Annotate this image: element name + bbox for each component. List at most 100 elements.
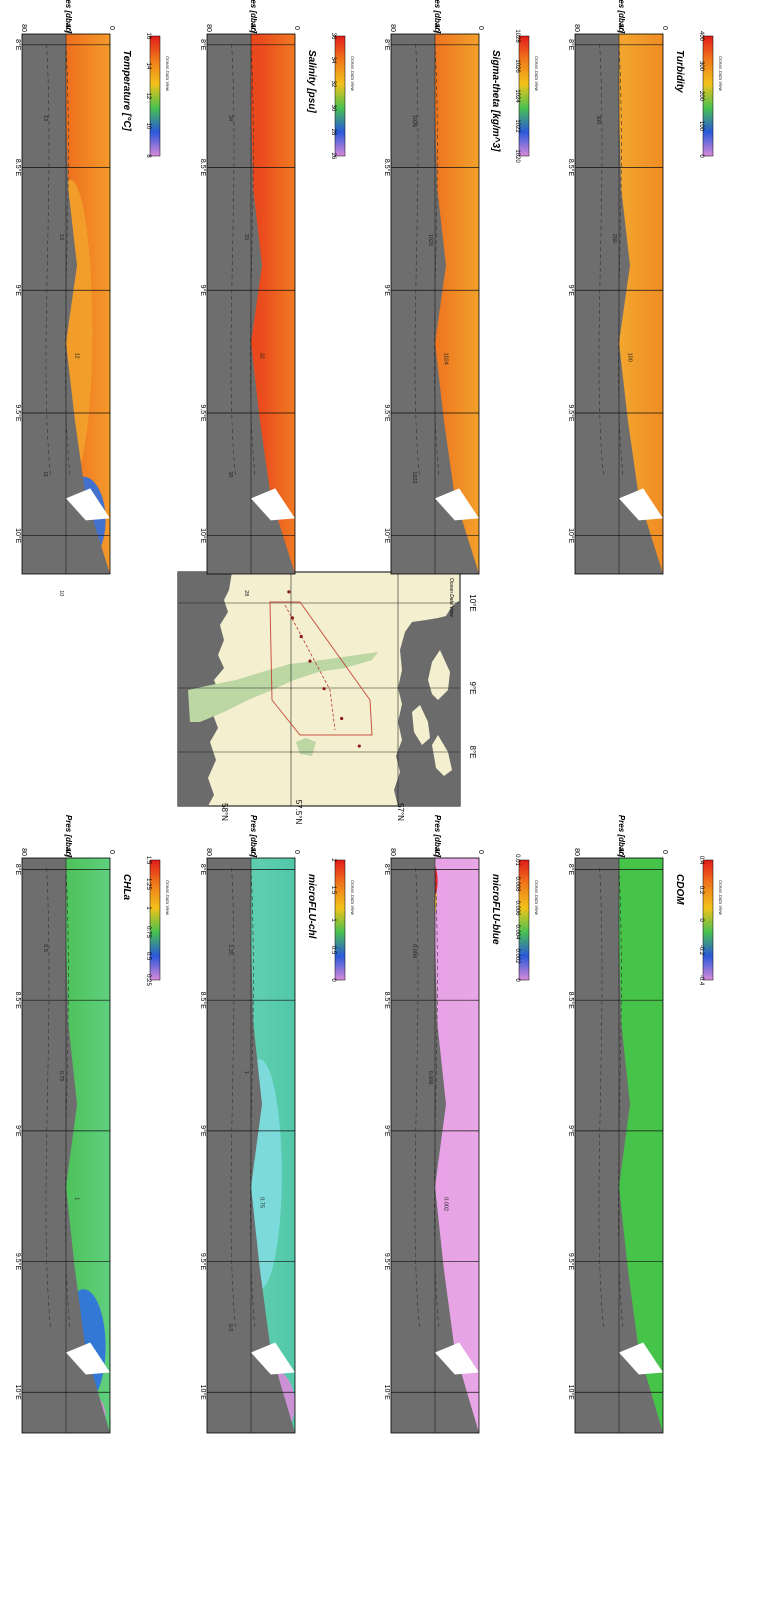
plot-frame bbox=[574, 857, 664, 1434]
colorbar-tick-label: 0 bbox=[698, 154, 704, 158]
colorbar-tick-label: 1024 bbox=[514, 89, 520, 103]
tick-label-lon: 8.5°E bbox=[567, 992, 575, 1010]
colorbar-tick-label: 0.25 bbox=[145, 974, 151, 986]
tick-label-pres: 40 bbox=[249, 848, 256, 856]
colorbar-tick-label: 0 bbox=[330, 978, 336, 982]
tick-label-lon: 9°E bbox=[383, 285, 391, 297]
colorbar-tick-label: 400 bbox=[698, 31, 704, 42]
colorbar-tick-label: 36 bbox=[330, 33, 336, 40]
tick-label-pres: 40 bbox=[433, 24, 440, 32]
lon-label-9E: 9°E bbox=[468, 682, 477, 695]
tick-label-lon: 9.5°E bbox=[567, 1253, 575, 1271]
tick-label-lon: 8°E bbox=[199, 864, 207, 876]
tick-label-lon: 9.5°E bbox=[199, 1253, 207, 1271]
station-marker bbox=[357, 744, 361, 748]
tick-label-lon: 9°E bbox=[14, 285, 22, 297]
panel-title: Turbidity bbox=[674, 50, 685, 93]
tick-label-lon: 8°E bbox=[14, 39, 22, 51]
plot-frame bbox=[574, 33, 664, 575]
watermark: Ocean Data View bbox=[165, 56, 170, 92]
data-gap-microflu_chl bbox=[251, 1342, 295, 1375]
contour-label: 28 bbox=[243, 590, 249, 596]
watermark: Ocean Data View bbox=[534, 880, 539, 916]
colorbar-tick-label: 0.006 bbox=[514, 900, 520, 916]
plot-frame bbox=[390, 33, 480, 575]
panel-chla: 8°E 8.5°E 9°E 9.5°E 10°E 0 40 80 Pres [dbar] CHLa… bbox=[14, 815, 170, 1434]
tick-label-lon: 9°E bbox=[383, 1125, 391, 1137]
tick-label-pres: 0 bbox=[477, 26, 484, 30]
colorbar-tick-label: 1020 bbox=[514, 149, 520, 163]
colorbar-tick-label: 0.75 bbox=[145, 926, 151, 938]
data-gap-microflu_blue bbox=[435, 1342, 479, 1375]
contour-label: 1026 bbox=[411, 115, 417, 127]
plot-frame bbox=[390, 857, 480, 1434]
panel-salinity: 8°E 8.5°E 9°E 9.5°E 10°E 0 40 80 Pres [dbar] Sali… bbox=[199, 0, 355, 596]
contour-label: 0.004 bbox=[411, 944, 417, 958]
colorbar-tick-label: 8 bbox=[145, 154, 151, 158]
tick-label-lon: 9.5°E bbox=[383, 1253, 391, 1271]
station-marker bbox=[290, 616, 294, 620]
colorbar-tick-label: 0.4 bbox=[698, 856, 704, 865]
colorbar-tick-label: 0.01 bbox=[514, 854, 520, 866]
colorbar-tick-label: 1022 bbox=[514, 119, 520, 133]
tick-label-lon: 8°E bbox=[383, 864, 391, 876]
contour-label: 1022 bbox=[411, 471, 417, 483]
contour-label: 11 bbox=[42, 471, 48, 477]
tick-label-lon: 9.5°E bbox=[14, 1253, 22, 1271]
tick-label-pres: 0 bbox=[477, 850, 484, 854]
station-marker bbox=[287, 590, 291, 594]
tick-label-pres: 40 bbox=[433, 848, 440, 856]
tick-label-lon: 9°E bbox=[199, 1125, 207, 1137]
tick-label-lon: 8.5°E bbox=[199, 159, 207, 177]
panel-title: CHLa bbox=[121, 874, 132, 901]
colorbar-tick-label: 1 bbox=[330, 918, 336, 922]
colorbar-tick-label: 10 bbox=[145, 123, 151, 130]
tick-label-pres: 0 bbox=[108, 26, 115, 30]
contour-line bbox=[598, 867, 604, 1330]
tick-label-pres: 80 bbox=[573, 848, 580, 856]
tick-label-pres: 0 bbox=[293, 850, 300, 854]
transect-line bbox=[284, 604, 336, 731]
data-gap-sigma_theta bbox=[435, 488, 479, 521]
tick-label-lon: 8.5°E bbox=[567, 159, 575, 177]
contour-line bbox=[434, 867, 440, 1330]
colorbar bbox=[702, 859, 714, 981]
panel-title: microFLU-blue bbox=[490, 874, 501, 945]
colorbar-tick-label: 2 bbox=[330, 858, 336, 862]
colorbar-tick-label: 34 bbox=[330, 57, 336, 64]
tick-label-lon: 8°E bbox=[567, 39, 575, 51]
tick-label-lon: 8.5°E bbox=[14, 159, 22, 177]
colorbar-tick-label: 1028 bbox=[514, 29, 520, 43]
tick-label-lon: 8.5°E bbox=[383, 992, 391, 1010]
tick-label-pres: 0 bbox=[661, 850, 668, 854]
colorbar-tick-label: 32 bbox=[330, 81, 336, 88]
colorbar bbox=[702, 35, 714, 157]
tick-label-lon: 10°E bbox=[14, 1385, 22, 1401]
contour-line bbox=[414, 867, 420, 1330]
tick-label-lon: 10°E bbox=[199, 528, 207, 544]
colorbar-tick-label: 0.5 bbox=[330, 946, 336, 955]
tick-label-pres: 40 bbox=[249, 24, 256, 32]
colorbar-tick-label: 0.2 bbox=[698, 886, 704, 895]
panel-microflu_blue: 8°E 8.5°E 9°E 9.5°E 10°E 0 40 80 Pres [dbar] micr… bbox=[383, 815, 539, 1434]
panel-cdom: 8°E 8.5°E 9°E 9.5°E 10°E 0 40 80 Pres [dbar] CDOM… bbox=[567, 815, 723, 1434]
watermark: Ocean Data View bbox=[718, 56, 723, 92]
plot-frame bbox=[206, 33, 296, 575]
tick-label-pres: 0 bbox=[293, 26, 300, 30]
contour-label: 100 bbox=[627, 353, 633, 362]
shallow-patch bbox=[296, 738, 316, 756]
contour-label: 10 bbox=[58, 590, 64, 596]
panel-temperature: 8°E 8.5°E 9°E 9.5°E 10°E 0 40 80 Pres [dbar] Temp… bbox=[14, 0, 170, 596]
tick-label-lon: 8.5°E bbox=[383, 159, 391, 177]
colorbar-tick-label: 28 bbox=[330, 129, 336, 136]
shallow-bank bbox=[188, 652, 378, 722]
tick-label-lon: 10°E bbox=[567, 1385, 575, 1401]
tick-label-pres: 80 bbox=[20, 24, 27, 32]
plot-frame bbox=[21, 33, 111, 575]
panel-title: Sigma-theta [kg/m^3] bbox=[490, 50, 501, 152]
panel-title: CDOM bbox=[674, 874, 685, 905]
contour-line bbox=[250, 867, 256, 1330]
colorbar-tick-label: 16 bbox=[145, 33, 151, 40]
